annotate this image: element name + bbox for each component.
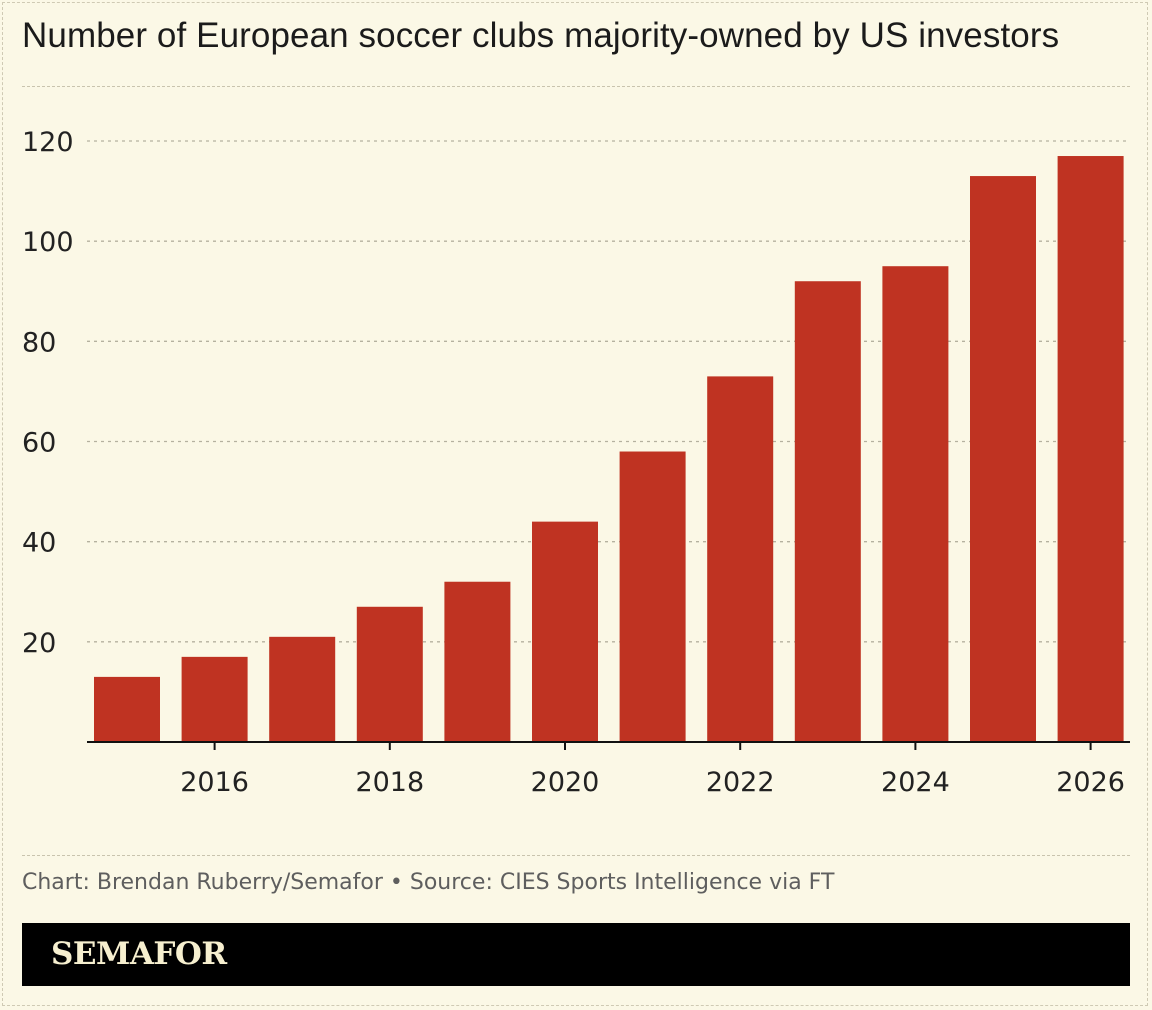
x-tick-label: 2018 [355, 767, 424, 798]
bar-2016 [181, 656, 248, 742]
brand-bar: SEMAFOR [22, 923, 1130, 986]
title-divider [22, 86, 1130, 87]
bar-2019 [444, 581, 511, 742]
y-tick-label: 80 [22, 327, 56, 358]
y-tick-label: 100 [22, 227, 74, 258]
x-tick-label: 2022 [706, 767, 775, 798]
bar-2022 [707, 376, 774, 742]
y-tick-label: 40 [22, 528, 56, 559]
chart-title: Number of European soccer clubs majority… [22, 16, 1060, 55]
bar-2023 [794, 281, 861, 742]
semafor-logo: SEMAFOR [51, 936, 227, 972]
source-credit: Chart: Brendan Ruberry/Semafor • Source:… [22, 870, 835, 895]
bar-2025 [970, 176, 1036, 742]
bar-chart: 20 40 60 80 100 120 2016 2018 2020 2022 2024 2026 [22, 127, 1130, 798]
footer-divider [22, 855, 1130, 856]
bar-2018 [356, 606, 423, 742]
x-tick-label: 2024 [881, 767, 950, 798]
bar-2015 [94, 676, 160, 742]
x-tick-label: 2020 [531, 767, 600, 798]
x-tick-label: 2026 [1056, 767, 1125, 798]
x-tick-label: 2016 [180, 767, 249, 798]
bar-2017 [269, 636, 336, 742]
bar-2021 [619, 451, 686, 742]
bar-2026 [1057, 156, 1124, 742]
bar-2020 [532, 521, 598, 742]
y-tick-label: 20 [22, 628, 56, 659]
y-tick-label: 60 [22, 428, 56, 459]
y-tick-label: 120 [22, 127, 74, 158]
bar-2024 [882, 266, 949, 742]
